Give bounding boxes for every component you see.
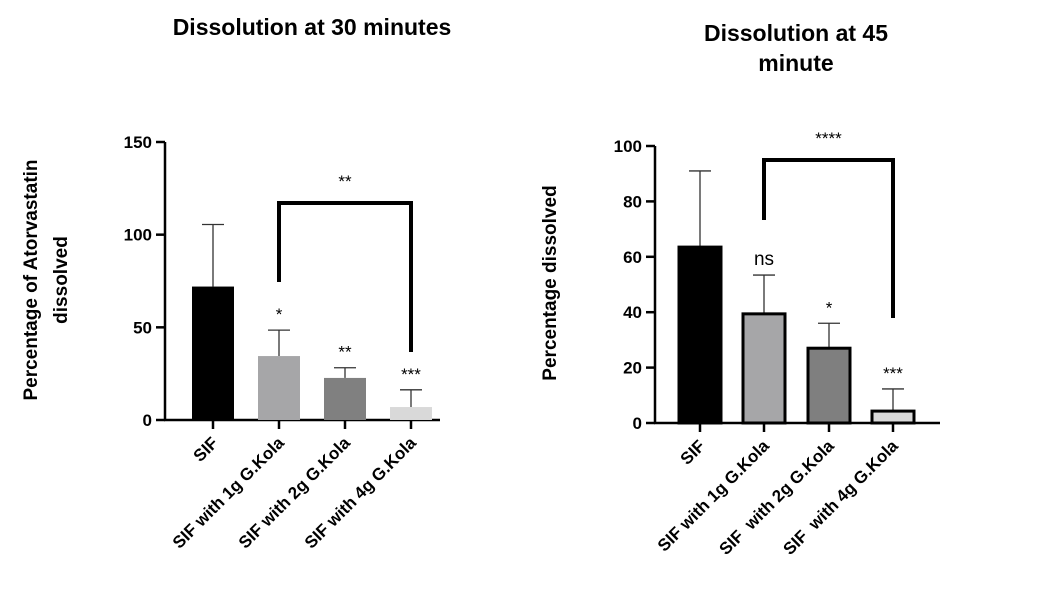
comparison-bracket [277, 201, 413, 352]
chart-title: minute [758, 50, 833, 76]
y-axis-label: Percentage of Atorvastatin [21, 159, 42, 400]
y-tick-label: 20 [623, 359, 642, 378]
bar [870, 409, 916, 425]
y-tick-label: 40 [623, 303, 642, 322]
significance-label: ns [754, 249, 774, 270]
bar [324, 377, 366, 420]
bar [741, 312, 787, 425]
x-tick-label: SIF with 1g G.Kola [169, 433, 288, 552]
y-tick-label: 150 [124, 133, 152, 152]
significance-label: *** [401, 365, 421, 384]
y-tick-label: 0 [633, 414, 642, 433]
y-axis-label: Percentage dissolved [540, 185, 561, 380]
y-axis-label: dissolved [51, 236, 72, 324]
bar [192, 286, 234, 420]
bar [258, 356, 300, 420]
significance-label: ** [338, 343, 352, 362]
y-tick-label: 60 [623, 248, 642, 267]
x-tick-label: SIF with 4g G.Kola [301, 433, 420, 552]
comparison-label: **** [815, 129, 842, 148]
comparison-bracket [762, 158, 895, 318]
x-tick-label: SIF with 2g G.Kola [716, 436, 839, 559]
chart-title: Dissolution at 30 minutes [173, 14, 452, 40]
significance-label: *** [883, 364, 903, 383]
x-tick-label: SIF [677, 436, 709, 468]
y-tick-label: 80 [623, 192, 642, 211]
y-tick-label: 0 [143, 411, 152, 430]
x-tick-label: SIF [190, 433, 222, 465]
x-tick-label: SIF with 4g G.Kola [780, 436, 903, 559]
comparison-label: ** [338, 172, 352, 191]
bar [677, 245, 723, 425]
bar [390, 407, 432, 420]
bar [806, 346, 852, 425]
x-tick-label: SIF with 2g G.Kola [235, 433, 354, 552]
chart-title: Dissolution at 45 [704, 20, 888, 46]
y-tick-label: 50 [133, 318, 152, 337]
y-tick-label: 100 [124, 226, 152, 245]
y-tick-label: 100 [614, 137, 642, 156]
x-tick-label: SIF with 1g G.Kola [654, 436, 773, 555]
significance-label: * [826, 298, 833, 317]
significance-label: * [276, 305, 283, 324]
